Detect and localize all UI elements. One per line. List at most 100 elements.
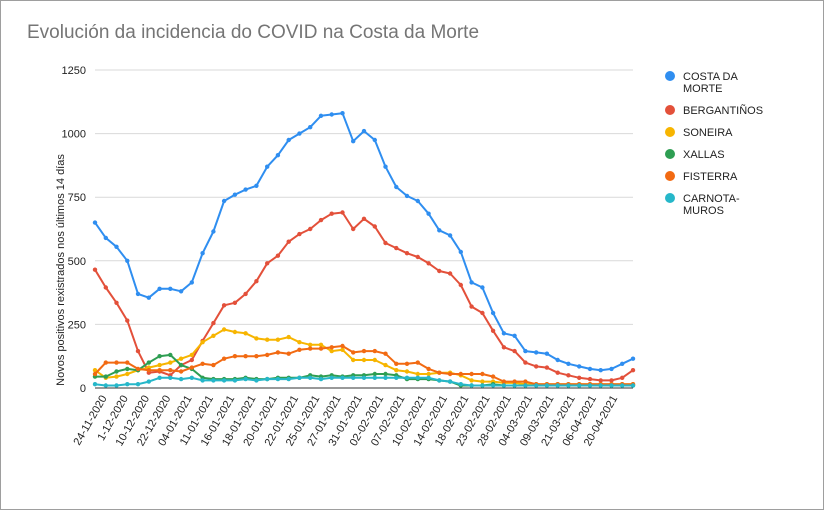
legend-label: BERGANTIÑOS — [683, 104, 763, 117]
data-point — [92, 371, 98, 377]
data-point — [351, 350, 356, 355]
data-point — [318, 376, 324, 382]
data-point — [232, 192, 238, 197]
legend-marker — [665, 193, 675, 203]
data-point — [318, 346, 324, 351]
data-point — [426, 375, 431, 380]
data-point — [587, 383, 593, 388]
data-point — [103, 285, 109, 290]
data-point — [221, 327, 227, 332]
data-point — [114, 383, 119, 388]
data-point — [221, 303, 227, 308]
data-point — [178, 369, 184, 374]
data-point — [512, 383, 517, 388]
data-point — [523, 379, 528, 384]
data-point — [254, 336, 259, 341]
data-point — [469, 378, 474, 383]
data-point — [415, 375, 420, 380]
data-point — [329, 211, 334, 216]
legend-item: CARNOTA-MUROS — [665, 193, 740, 217]
data-point — [297, 347, 302, 352]
data-point — [243, 291, 248, 297]
data-point — [480, 285, 485, 290]
data-point — [372, 348, 377, 354]
series-carnota-muros — [92, 375, 636, 388]
series-line — [94, 112, 634, 372]
data-point — [458, 249, 463, 255]
data-point — [189, 365, 194, 370]
data-point — [157, 375, 162, 380]
data-point — [404, 375, 410, 380]
data-point — [92, 267, 98, 272]
data-point — [265, 352, 270, 358]
data-point — [490, 328, 496, 333]
legend-item: BERGANTIÑOS — [665, 104, 763, 117]
data-point — [544, 365, 550, 370]
data-point — [394, 245, 399, 251]
legend-label: COSTA DA — [683, 71, 738, 83]
data-point — [178, 356, 184, 361]
data-point — [168, 368, 173, 373]
data-point — [469, 383, 474, 388]
data-point — [168, 352, 173, 358]
data-point — [566, 373, 571, 378]
data-point — [609, 378, 614, 383]
legend-item: FISTERRA — [665, 171, 738, 183]
data-point — [308, 346, 313, 351]
data-point — [426, 371, 431, 377]
series-fisterra — [92, 343, 636, 387]
data-point — [146, 368, 151, 373]
data-point — [286, 137, 291, 143]
data-point — [361, 357, 367, 363]
data-point — [135, 291, 141, 297]
data-point — [125, 371, 130, 377]
data-point — [372, 375, 377, 380]
data-point — [189, 280, 194, 285]
data-point — [146, 379, 151, 384]
data-point — [447, 371, 453, 377]
data-point — [480, 310, 485, 316]
y-tick-label: 1250 — [62, 65, 86, 77]
data-point — [232, 300, 238, 305]
data-point — [555, 383, 560, 388]
data-point — [351, 139, 356, 144]
data-point — [630, 383, 636, 388]
data-point — [297, 131, 302, 136]
data-point — [286, 376, 291, 382]
data-point — [555, 370, 560, 375]
data-point — [469, 304, 474, 309]
y-tick-label: 250 — [68, 319, 86, 331]
data-point — [243, 331, 248, 336]
data-point — [92, 220, 98, 225]
data-point — [534, 364, 539, 369]
data-point — [265, 261, 270, 266]
data-point — [221, 198, 227, 204]
data-point — [211, 362, 216, 368]
data-point — [458, 371, 463, 377]
data-point — [587, 376, 593, 382]
legend-label: XALLAS — [683, 149, 725, 161]
data-point — [275, 350, 281, 355]
data-point — [534, 383, 539, 388]
data-point — [447, 233, 453, 238]
data-point — [437, 268, 442, 274]
data-point — [297, 340, 302, 345]
data-point — [351, 357, 356, 363]
data-point — [340, 375, 345, 380]
data-point — [135, 382, 141, 387]
legend-marker — [665, 149, 675, 159]
data-point — [383, 240, 388, 246]
data-point — [168, 286, 173, 291]
data-point — [383, 164, 388, 169]
data-point — [340, 343, 345, 349]
data-point — [200, 251, 205, 256]
data-point — [200, 361, 205, 366]
data-point — [275, 337, 281, 342]
data-point — [178, 289, 184, 294]
data-point — [351, 226, 356, 232]
data-point — [265, 164, 270, 169]
data-point — [125, 318, 130, 323]
y-axis-ticks: 0 250 500 750 1000 1250 — [62, 65, 86, 395]
